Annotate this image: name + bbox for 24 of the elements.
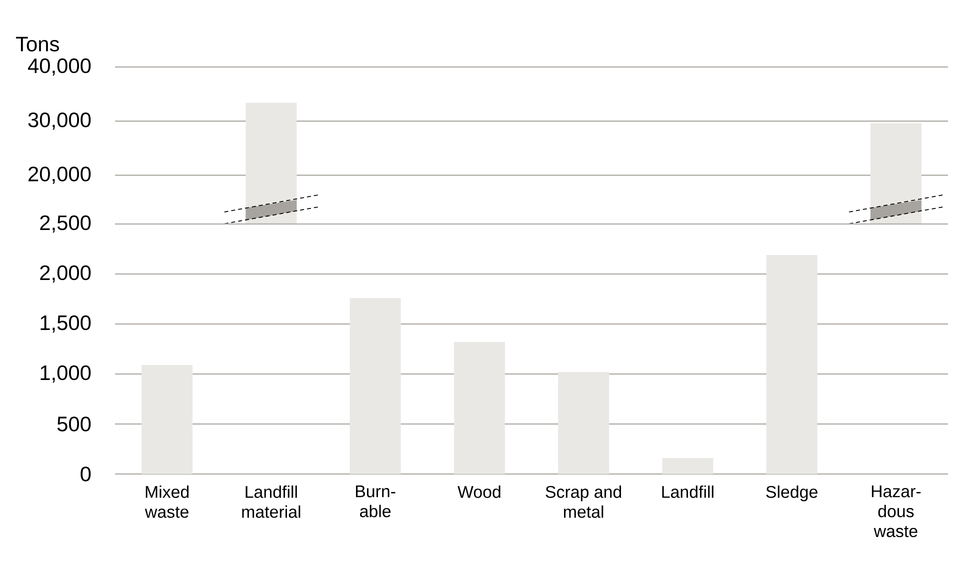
x-tick-label: Mixed waste	[144, 486, 189, 518]
y-tick-label: 2,000	[40, 265, 91, 283]
y-tick-label: 30,000	[28, 112, 91, 130]
x-tick-label: Wood	[458, 486, 500, 498]
bar	[662, 458, 714, 474]
y-tick-label: 40,000	[28, 58, 91, 76]
y-tick-label: 1,000	[40, 365, 91, 383]
y-axis-title: Tons	[16, 36, 59, 52]
x-tick-label: Sledge	[766, 486, 818, 502]
bar	[454, 342, 505, 474]
x-tick-label: Burn-able	[356, 486, 396, 518]
bar	[142, 364, 193, 474]
x-tick-label: Hazar-dous waste	[872, 486, 921, 538]
bar	[766, 254, 818, 474]
x-tick-label: Landfill	[662, 486, 714, 498]
y-tick-label: 1,500	[40, 315, 91, 333]
x-tick-label: Scrap and metal	[546, 486, 622, 518]
y-tick-label: 20,000	[28, 166, 91, 184]
x-tick-label: Landfill material	[242, 486, 300, 518]
y-tick-label: 500	[57, 416, 91, 432]
y-tick-label: 0	[80, 466, 91, 482]
y-tick-label: 2,500	[40, 215, 91, 233]
bar	[350, 298, 401, 474]
bar	[558, 372, 610, 474]
